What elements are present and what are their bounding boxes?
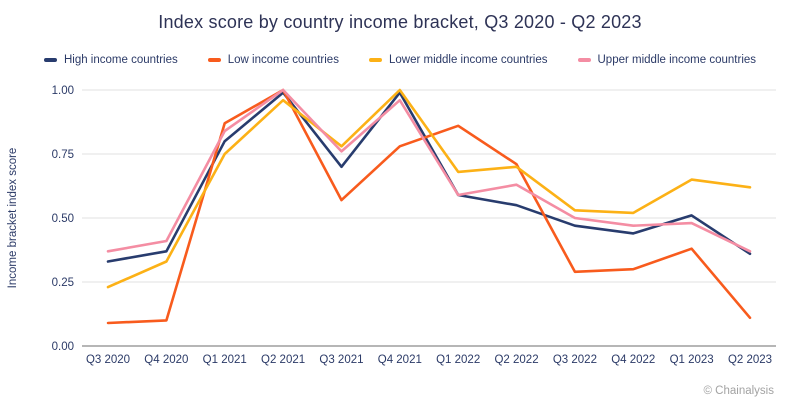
legend-label: Low income countries xyxy=(227,54,339,66)
x-tick-label: Q1 2023 xyxy=(670,354,714,366)
legend-marker-icon xyxy=(577,57,591,63)
x-tick-label: Q1 2021 xyxy=(203,354,247,366)
legend-item-high-income-countries: High income countries xyxy=(43,54,178,66)
x-tick-label: Q4 2020 xyxy=(144,354,188,366)
series-line-low-income-countries xyxy=(106,88,752,325)
attribution: © Chainalysis xyxy=(703,385,774,397)
x-tick-label: Q4 2022 xyxy=(611,354,655,366)
x-tick-label: Q2 2023 xyxy=(728,354,772,366)
y-tick-label: 0.75 xyxy=(52,149,74,161)
series-line-lower-middle-income-countries xyxy=(106,88,752,289)
x-tick-label: Q3 2022 xyxy=(553,354,597,366)
legend-label: Lower middle income countries xyxy=(388,54,548,66)
series-line-high-income-countries xyxy=(106,91,752,263)
legend-label: Upper middle income countries xyxy=(597,54,757,66)
legend-marker-icon xyxy=(368,57,382,63)
y-tick-label: 0.50 xyxy=(52,213,74,225)
x-tick-label: Q3 2021 xyxy=(319,354,363,366)
chart-title: Index score by country income bracket, Q… xyxy=(158,12,642,32)
legend-item-upper-middle-income-countries: Upper middle income countries xyxy=(577,54,757,66)
x-tick-label: Q4 2021 xyxy=(378,354,422,366)
x-tick-label: Q2 2022 xyxy=(494,354,538,366)
y-tick-label: 0.00 xyxy=(52,341,74,353)
x-tick-label: Q3 2020 xyxy=(86,354,130,366)
legend-marker-icon xyxy=(207,57,221,63)
y-tick-label: 0.25 xyxy=(52,277,74,289)
y-axis-title: Income bracket index score xyxy=(7,148,19,289)
legend-label: High income countries xyxy=(63,54,178,66)
x-tick-label: Q2 2021 xyxy=(261,354,305,366)
legend-item-low-income-countries: Low income countries xyxy=(207,54,339,66)
legend: High income countries Low income countrie… xyxy=(0,54,800,66)
y-tick-label: 1.00 xyxy=(52,85,74,97)
series-line-upper-middle-income-countries xyxy=(106,88,752,253)
x-tick-label: Q1 2022 xyxy=(436,354,480,366)
legend-item-lower-middle-income-countries: Lower middle income countries xyxy=(368,54,548,66)
legend-marker-icon xyxy=(43,57,57,63)
